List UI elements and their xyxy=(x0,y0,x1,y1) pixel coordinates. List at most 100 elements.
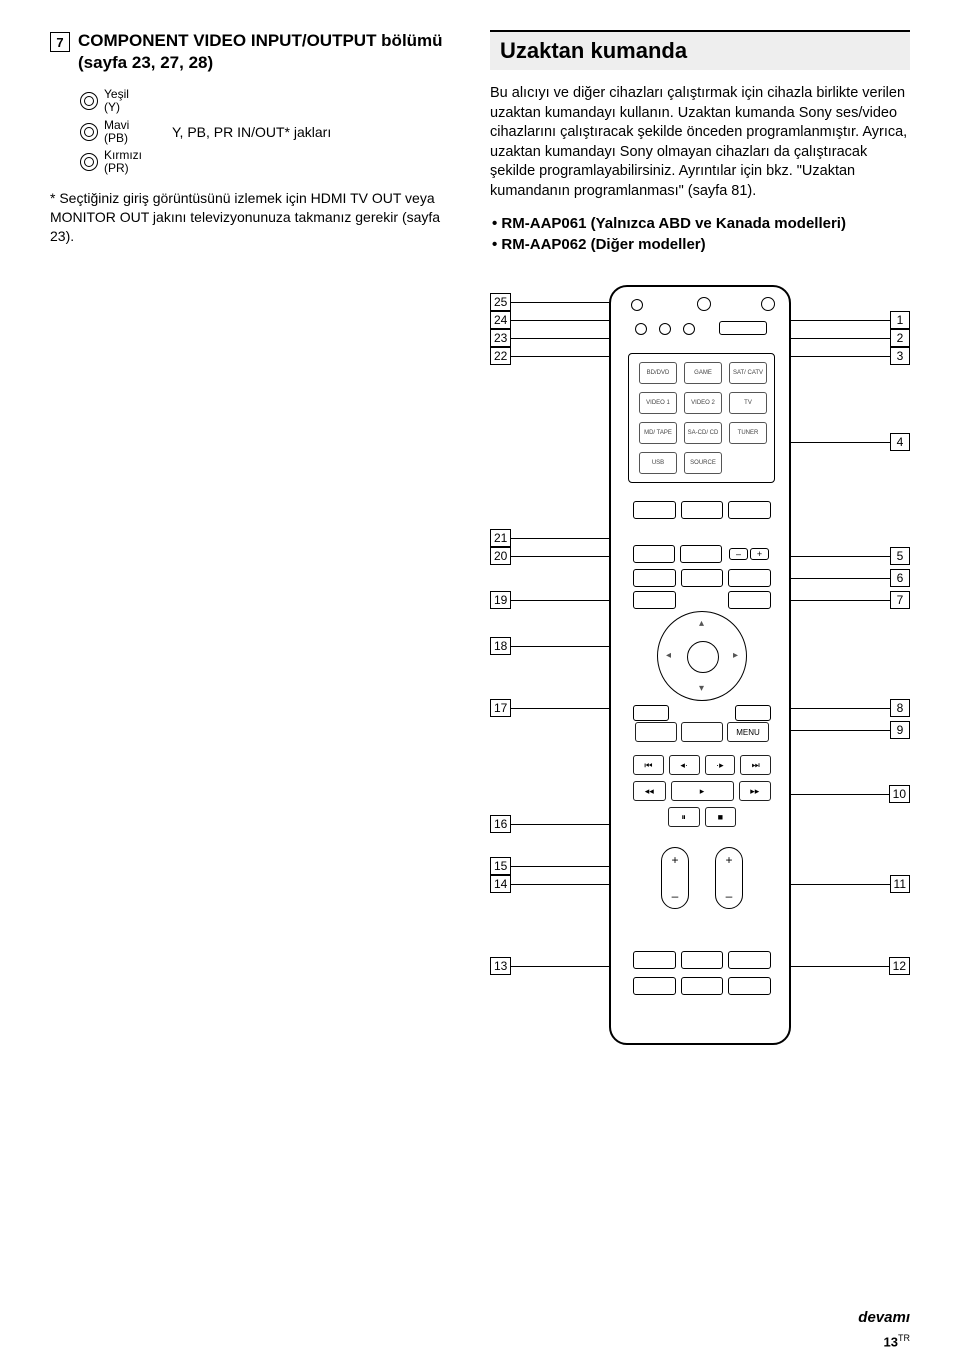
callout-20: 20 xyxy=(490,547,609,565)
callout-num-4: 4 xyxy=(890,433,910,451)
input-btn-md-tape: MD/ TAPE xyxy=(639,422,677,444)
prev-btn: ⏮ xyxy=(633,755,664,775)
remote-paragraph: Bu alıcıyı ve diğer cihazları çalıştırma… xyxy=(490,84,910,201)
model-list: • RM-AAP061 (Yalnızca ABD ve Kanada mode… xyxy=(490,213,910,255)
dpad-corner-bl xyxy=(633,705,669,721)
transport-row-1: ⏮ ◂· ·▸ ⏭ xyxy=(633,755,771,775)
menu-bar-3: MENU xyxy=(727,722,769,742)
strip4-3 xyxy=(728,591,771,609)
callout-num-15: 15 xyxy=(490,857,511,875)
menu-bar: MENU xyxy=(633,722,771,742)
next-btn: ⏭ xyxy=(740,755,771,775)
callout-num-22: 22 xyxy=(490,347,511,365)
amp-strip-1 xyxy=(633,501,676,519)
transport-row-2: ◂◂ ▸ ▸▸ xyxy=(633,781,771,801)
page-number: 13TR xyxy=(884,1333,910,1349)
callout-8: 8 xyxy=(791,699,910,717)
input-btn-sat-catv: SAT/ CATV xyxy=(729,362,767,384)
callout-11: 11 xyxy=(791,875,910,893)
callout-num-7: 7 xyxy=(890,591,910,609)
amp-strip-2 xyxy=(681,501,724,519)
callout-num-23: 23 xyxy=(490,329,511,347)
strip3 xyxy=(633,569,771,587)
dpad-down-icon: ▾ xyxy=(699,683,704,694)
vol-rocker: + – xyxy=(661,847,689,909)
dpad-up-icon: ▴ xyxy=(699,618,704,629)
model-2: RM-AAP062 (Diğer modeller) xyxy=(501,236,705,253)
ch-rocker: + – xyxy=(715,847,743,909)
callout-21: 21 xyxy=(490,529,609,547)
jack-pr-sub: (PR) xyxy=(104,162,142,175)
dpad-left-icon: ◂ xyxy=(666,650,671,661)
strip2: – + xyxy=(633,545,771,563)
callout-16: 16 xyxy=(490,815,609,833)
remote-body: BD/DVDGAMESAT/ CATVVIDEO 1VIDEO 2TVMD/ T… xyxy=(609,285,791,1045)
callout-6: 6 xyxy=(791,569,910,587)
ch-minus-icon: – xyxy=(726,889,733,903)
callout-14: 14 xyxy=(490,875,609,893)
input-btn-tuner: TUNER xyxy=(729,422,767,444)
stop-btn: ■ xyxy=(705,807,737,827)
callout-num-17: 17 xyxy=(490,699,511,717)
section-title: COMPONENT VIDEO INPUT/OUTPUT bölümü (say… xyxy=(78,30,450,74)
callout-10: 10 xyxy=(791,785,910,803)
strip3-1 xyxy=(633,569,676,587)
amp-strip xyxy=(633,501,771,519)
callout-num-10: 10 xyxy=(889,785,910,803)
top-btn-1 xyxy=(631,299,643,311)
callout-17: 17 xyxy=(490,699,609,717)
ch-plus-icon: + xyxy=(725,853,732,867)
input-btn-source: SOURCE xyxy=(684,452,722,474)
callout-19: 19 xyxy=(490,591,609,609)
rev-btn: ◂◂ xyxy=(633,781,666,801)
strip2-2 xyxy=(680,545,722,563)
callout-num-8: 8 xyxy=(890,699,910,717)
input-btn-bd-dvd: BD/DVD xyxy=(639,362,677,384)
callout-22: 22 xyxy=(490,347,609,365)
callout-12: 12 xyxy=(791,957,910,975)
continue-label: devamı xyxy=(858,1309,910,1326)
callout-13: 13 xyxy=(490,957,609,975)
jack-right-text: Y, PB, PR IN/OUT* jakları xyxy=(172,124,331,140)
jack-pb-sub: (PB) xyxy=(104,132,129,145)
jack-y-sub: (Y) xyxy=(104,101,129,114)
rca-pb-icon xyxy=(80,123,98,141)
dpad-corner-br xyxy=(735,705,771,721)
callout-num-12: 12 xyxy=(889,957,910,975)
callout-25: 25 xyxy=(490,293,609,311)
pause-btn: ⏸ xyxy=(668,807,700,827)
callout-num-16: 16 xyxy=(490,815,511,833)
jack-pb-label: Mavi xyxy=(104,119,129,132)
bs1-3 xyxy=(728,951,771,969)
callout-18: 18 xyxy=(490,637,609,655)
bottom-strip-1 xyxy=(633,951,771,969)
callout-2: 2 xyxy=(791,329,910,347)
input-btn-tv: TV xyxy=(729,392,767,414)
callout-num-20: 20 xyxy=(490,547,511,565)
callout-1: 1 xyxy=(791,311,910,329)
strip2-3: – + xyxy=(727,545,771,563)
bs2-2 xyxy=(681,977,724,995)
ffwd-btn: ▸▸ xyxy=(739,781,772,801)
bs2-3 xyxy=(728,977,771,995)
top-btn-3 xyxy=(761,297,775,311)
vol-plus-icon: + xyxy=(671,853,678,867)
callout-num-11: 11 xyxy=(890,875,910,893)
transport-row-3: ⏸ ■ xyxy=(633,807,771,827)
strip3-2 xyxy=(681,569,724,587)
dpad-center xyxy=(687,641,719,673)
minus-btn: – xyxy=(729,548,748,560)
strip4-1 xyxy=(633,591,676,609)
callout-9: 9 xyxy=(791,721,910,739)
tr3-gap2 xyxy=(741,807,771,827)
callout-23: 23 xyxy=(490,329,609,347)
strip2-1 xyxy=(633,545,675,563)
callout-3: 3 xyxy=(791,347,910,365)
vol-minus-icon: – xyxy=(672,889,679,903)
callout-num-19: 19 xyxy=(490,591,511,609)
callout-4: 4 xyxy=(791,433,910,451)
menu-bar-1 xyxy=(635,722,677,742)
callout-num-25: 25 xyxy=(490,293,511,311)
bs2-1 xyxy=(633,977,676,995)
callout-15: 15 xyxy=(490,857,609,875)
